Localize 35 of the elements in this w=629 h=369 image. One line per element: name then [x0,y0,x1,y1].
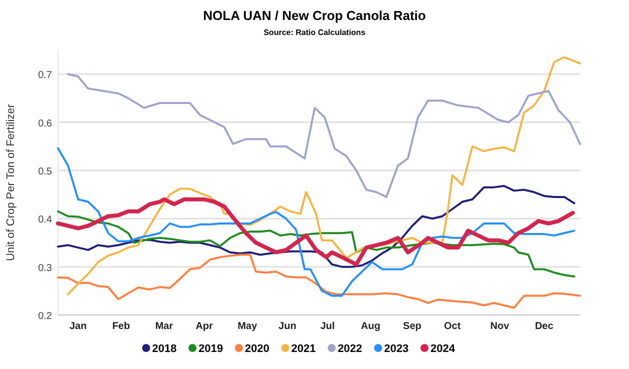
x-tick-label: Aug [360,321,380,332]
x-tick-label: Feb [112,321,130,332]
chart-title: NOLA UAN / New Crop Canola Ratio [203,8,426,23]
line-series [67,73,581,198]
x-tick-label: Sep [403,321,422,332]
line-series [57,184,576,268]
line-series [57,210,576,278]
line-series [67,56,581,296]
line-series [57,147,576,297]
x-tick-label: Nov [490,321,510,332]
y-tick-label: 0.5 [38,166,52,178]
chart-subtitle: Source: Ratio Calculations [264,28,366,37]
x-tick-label: May [238,321,258,332]
legend-label: 2022 [338,343,362,355]
x-tick-label: Jul [320,321,336,332]
legend-label: 2018 [152,343,177,355]
y-tick-label: 0.4 [38,214,52,226]
legend-label: 2023 [384,343,409,355]
y-tick-label: 0.2 [38,311,52,322]
line-series [56,197,575,266]
x-tick-label: Jan [69,321,87,332]
y-axis-title: Unit of Crop Per Ton of Fertilizer [5,104,17,261]
x-tick-label: Dec [534,321,554,332]
legend-label: 2019 [198,343,223,355]
x-tick-label: Apr [196,321,213,332]
legend-label: 2020 [244,343,270,355]
x-tick-label: Mar [155,321,174,332]
x-tick-label: Oct [444,321,462,332]
y-tick-label: 0.6 [38,118,52,130]
x-tick-label: Jun [278,321,296,332]
legend-label: 2021 [291,343,316,355]
y-tick-label: 0.7 [38,70,52,82]
legend-label: 2024 [430,343,456,355]
y-tick-label: 0.3 [38,262,52,274]
line-series [57,254,581,309]
